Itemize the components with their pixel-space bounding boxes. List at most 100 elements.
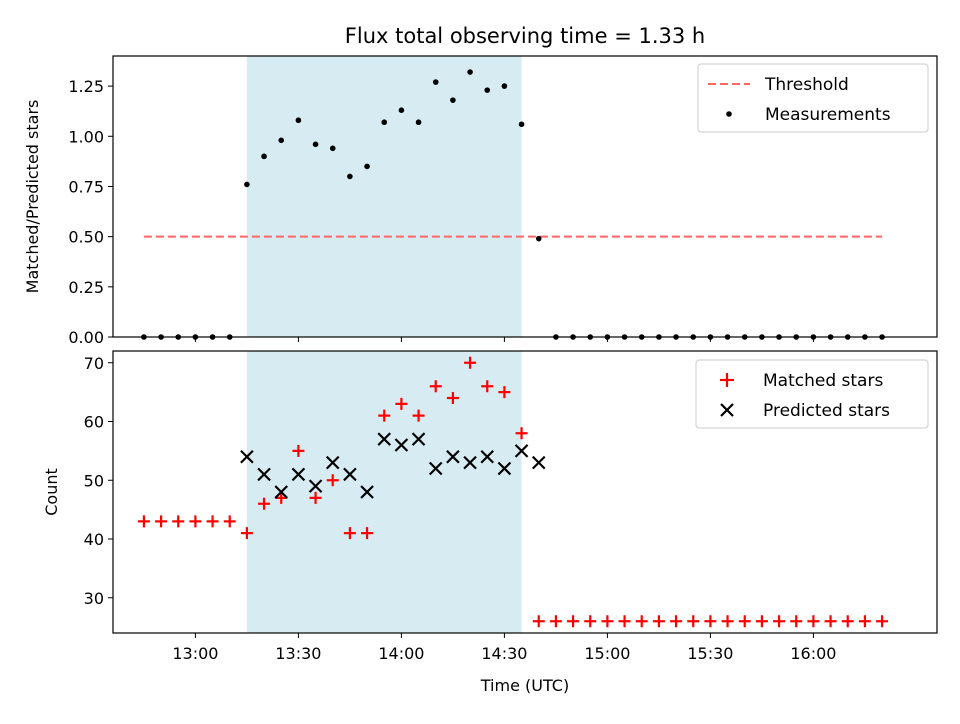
bottom-panel: 30 40 50 60 70 13:00 13:30 14:00 14:30 15:00 15:3… — [42, 350, 938, 695]
x-tick-label: 14:00 — [378, 644, 424, 663]
measurement-point — [364, 163, 370, 170]
legend-matched-plus-icon — [720, 373, 734, 387]
legend-measurements-label: Measurements — [765, 105, 891, 125]
matched-stars-point — [790, 615, 803, 628]
matched-stars-point — [824, 615, 837, 628]
predicted-stars-point — [531, 455, 546, 470]
top-axes-frame — [112, 55, 938, 338]
x-tick-label: 13:00 — [172, 644, 218, 663]
matched-stars-point — [738, 615, 751, 628]
x-axis-label: Time (UTC) — [480, 676, 569, 695]
x-tick-label: 13:30 — [275, 644, 321, 663]
predicted-stars-point — [411, 432, 426, 446]
matched-stars-point — [412, 409, 425, 422]
legend-threshold-label: Threshold — [764, 75, 849, 95]
measurement-point — [329, 145, 336, 152]
matched-stars-point — [361, 527, 374, 540]
measurement-point — [381, 119, 388, 126]
matched-stars-point — [446, 392, 459, 404]
predicted-stars-point — [497, 461, 512, 476]
matched-stars-point — [223, 515, 236, 528]
top-y-tick-label: 0.50 — [68, 228, 104, 247]
measurement-point — [278, 137, 285, 144]
matched-stars-point — [635, 615, 648, 628]
matched-stars-point — [773, 615, 786, 628]
x-tick-label: 15:30 — [687, 644, 733, 663]
matched-stars-point — [137, 515, 150, 528]
legend-predicted-x-icon — [720, 403, 734, 417]
x-tick-label: 15:00 — [584, 644, 630, 663]
top-y-axis-label: Matched/Predicted stars — [23, 100, 42, 294]
top-y-tick-label: 1.25 — [68, 77, 104, 96]
predicted-stars-point — [240, 449, 254, 464]
bottom-y-tick-label: 60 — [84, 413, 104, 432]
matched-stars-point — [841, 615, 854, 628]
bottom-shaded-interval — [246, 351, 522, 633]
matched-stars-point — [172, 515, 185, 528]
matched-stars-point — [652, 615, 665, 628]
predicted-stars-point — [463, 455, 477, 470]
predicted-stars-point — [394, 438, 409, 452]
top-shaded-interval — [246, 56, 522, 337]
predicted-stars-point — [428, 461, 443, 476]
matched-stars-point — [292, 444, 305, 457]
predicted-stars-point — [360, 485, 374, 499]
matched-stars-point — [343, 527, 356, 540]
matched-stars-point — [206, 515, 219, 528]
matched-stars-point — [670, 615, 683, 628]
matched-stars-point — [584, 615, 597, 628]
bottom-y-tick-label: 30 — [84, 589, 104, 608]
matched-stars-point — [429, 380, 442, 393]
matched-stars-point — [755, 615, 768, 628]
matched-stars-point — [378, 409, 391, 422]
top-legend-box — [697, 63, 929, 133]
matched-stars-point — [481, 380, 494, 393]
matched-stars-point — [807, 615, 820, 628]
legend-measurements-dot-icon — [726, 111, 732, 117]
chart-title: Flux total observing time = 1.33 h — [345, 24, 705, 48]
matched-stars-point — [704, 615, 717, 628]
matched-stars-point — [515, 427, 528, 440]
predicted-stars-point — [343, 467, 357, 482]
bottom-y-tick-label: 40 — [84, 530, 104, 549]
measurement-point — [467, 69, 473, 75]
measurement-point — [295, 117, 302, 124]
bottom-y-tick-label: 50 — [84, 471, 104, 490]
x-tick-label: 14:30 — [481, 644, 527, 663]
matched-stars-point — [721, 615, 734, 628]
legend-matched-label: Matched stars — [763, 371, 883, 391]
measurement-point — [535, 235, 542, 242]
measurement-point — [518, 121, 525, 128]
matched-stars-point — [532, 615, 545, 628]
measurement-point — [432, 79, 439, 85]
top-y-tick-label: 0.75 — [68, 177, 104, 196]
predicted-stars-point — [291, 467, 306, 482]
x-tick-label: 16:00 — [790, 644, 836, 663]
matched-stars-point — [395, 397, 408, 410]
bottom-axes-frame — [112, 350, 938, 634]
bottom-y-axis-label: Count — [42, 468, 61, 516]
matched-stars-point — [155, 515, 168, 528]
predicted-stars-point — [308, 479, 323, 493]
predicted-stars-point — [514, 444, 529, 458]
top-panel: 0.00 0.25 0.50 0.75 1.00 1.25 Matched/Predict… — [23, 55, 938, 347]
matched-stars-point — [464, 356, 477, 369]
predicted-stars-point — [377, 432, 392, 446]
bottom-legend-box — [695, 359, 929, 429]
matched-stars-point — [567, 615, 580, 628]
matched-stars-point — [601, 615, 614, 628]
top-y-tick-label: 0.25 — [68, 278, 104, 297]
predicted-stars-point — [274, 485, 289, 499]
matched-stars-point — [275, 491, 288, 504]
measurement-point — [261, 153, 267, 160]
top-y-tick-label: 1.00 — [68, 127, 104, 146]
measurement-point — [398, 107, 405, 113]
top-legend: Threshold Measurements — [697, 63, 929, 133]
predicted-stars-point — [480, 449, 495, 464]
measurement-point — [450, 97, 456, 103]
measurement-point — [501, 83, 508, 89]
measurement-point — [244, 181, 250, 188]
matched-stars-point — [189, 515, 202, 528]
matched-stars-point — [876, 615, 889, 628]
